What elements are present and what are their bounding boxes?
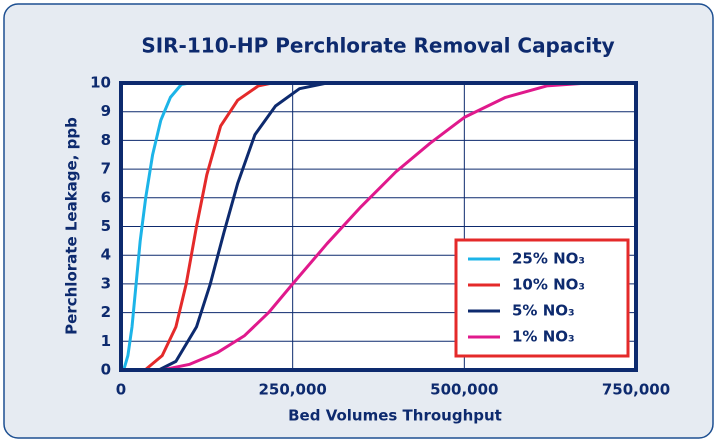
series-line (122, 81, 190, 371)
y-tick-label: 4 (101, 246, 111, 264)
x-tick-label: 750,000 (602, 381, 670, 399)
x-tick-label: 500,000 (430, 381, 498, 399)
y-tick-label: 5 (101, 217, 111, 235)
legend-label: 1% NO₃ (512, 328, 575, 346)
y-tick-label: 9 (101, 102, 111, 120)
y-tick-label: 6 (101, 188, 111, 206)
y-tick-label: 7 (101, 160, 111, 178)
x-tick-label: 0 (116, 381, 126, 399)
y-tick-label: 8 (101, 131, 111, 149)
y-axis-label: Perchlorate Leakage, ppb (63, 117, 81, 335)
x-axis-label: Bed Volumes Throughput (288, 407, 502, 425)
y-tick-label: 10 (90, 74, 111, 92)
legend-label: 5% NO₃ (512, 302, 575, 320)
series-line (158, 81, 328, 372)
chart-title: SIR-110-HP Perchlorate Removal Capacity (141, 34, 614, 58)
y-tick-label: 1 (101, 332, 111, 350)
y-tick-label: 2 (101, 303, 111, 321)
x-tick-label: 250,000 (259, 381, 327, 399)
y-tick-label: 0 (101, 361, 111, 379)
y-tick-label: 3 (101, 274, 111, 292)
series-line (161, 81, 589, 372)
legend-label: 10% NO₃ (512, 276, 585, 294)
legend-label: 25% NO₃ (512, 250, 585, 268)
series-line (144, 81, 273, 372)
plot-border (119, 81, 638, 372)
